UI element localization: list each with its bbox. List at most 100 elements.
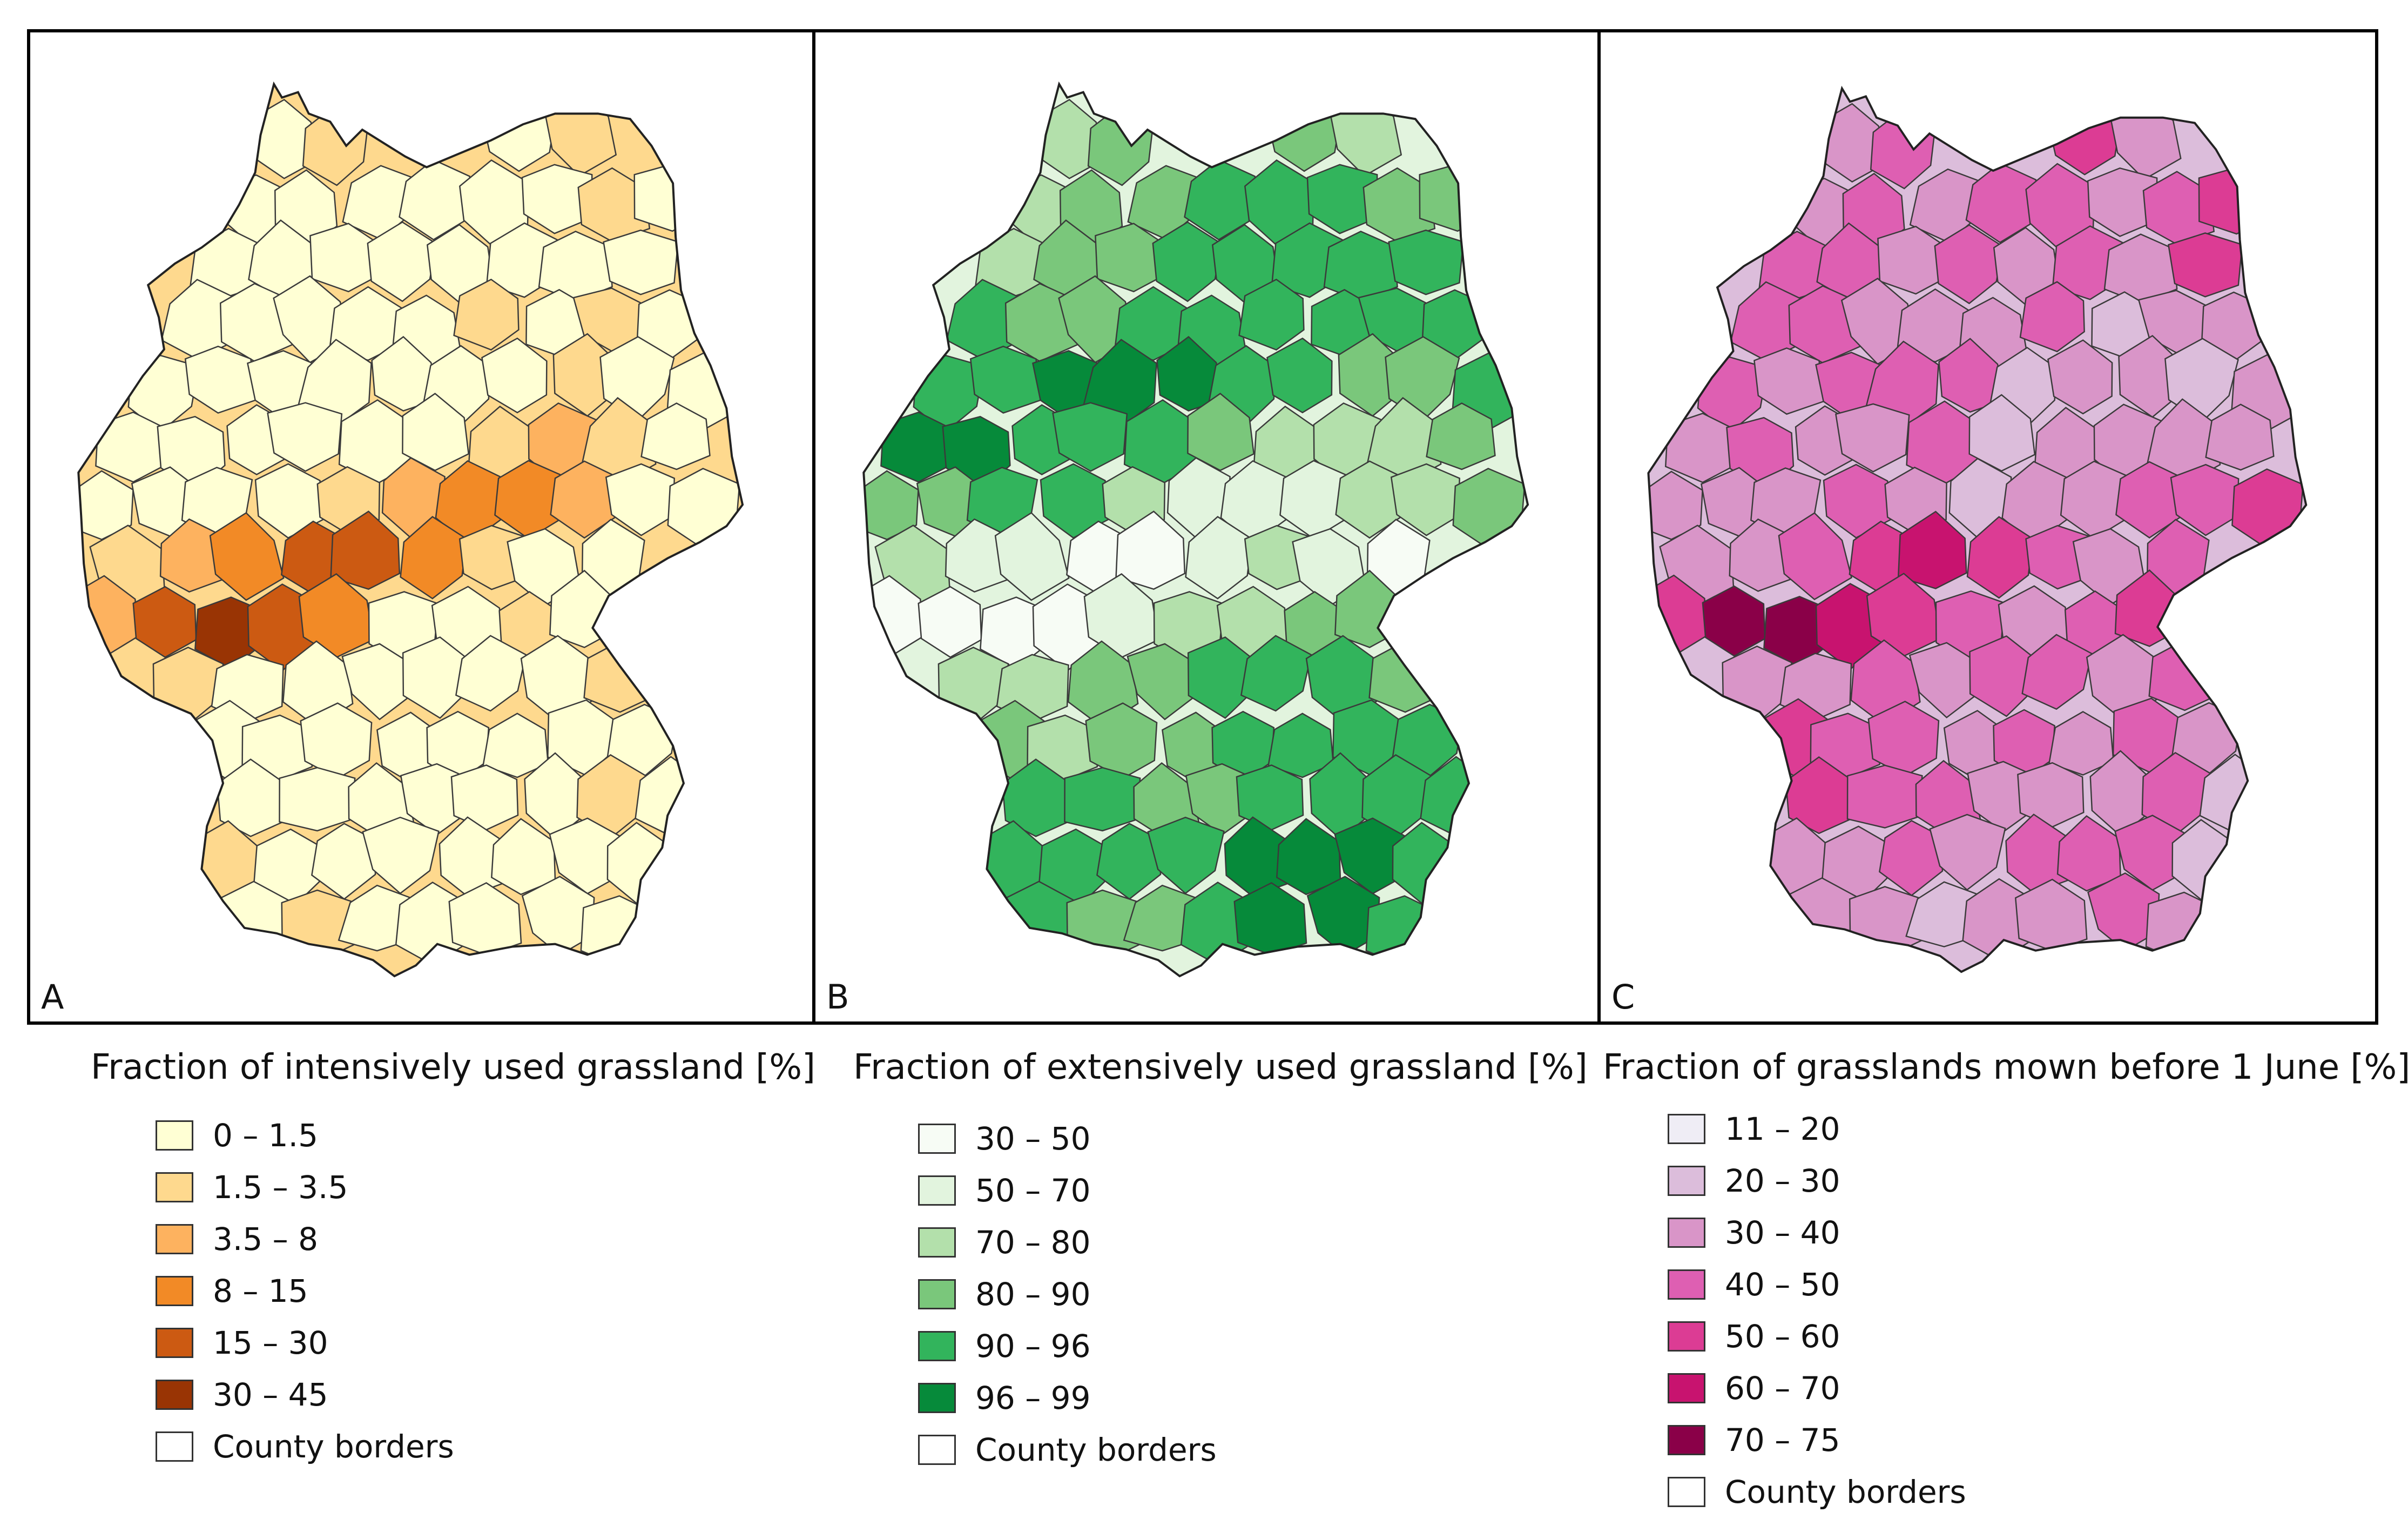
legend-item: 20 – 30 <box>1668 1155 2408 1207</box>
panel-label: B <box>826 977 849 1017</box>
legend-swatch <box>918 1331 956 1361</box>
panel-label: A <box>41 977 64 1017</box>
panel-label: C <box>1611 977 1635 1017</box>
legend-item: 30 – 45 <box>156 1369 815 1421</box>
legend-title: Fraction of grasslands mown before 1 Jun… <box>1603 1047 2408 1087</box>
legend-item: 40 – 50 <box>1668 1259 2408 1310</box>
legend-label: County borders <box>1725 1474 1966 1510</box>
legend-swatch <box>1668 1269 1705 1300</box>
county-region <box>1156 335 1225 412</box>
legend-swatch <box>918 1435 956 1465</box>
legend-item: 8 – 15 <box>156 1265 815 1317</box>
county-region <box>2205 404 2275 471</box>
legend-item-county-borders: County borders <box>918 1424 1588 1476</box>
legend-label: County borders <box>213 1428 454 1465</box>
county-region <box>2048 711 2114 776</box>
country-border <box>77 81 744 978</box>
legend-extensive: Fraction of extensively used grassland [… <box>853 1050 1588 1476</box>
legend-label: 0 – 1.5 <box>213 1117 319 1154</box>
legend-swatch <box>918 1383 956 1413</box>
legend-swatch <box>918 1175 956 1206</box>
legend-item-county-borders: County borders <box>156 1421 815 1473</box>
legend-intensive: Fraction of intensively used grassland [… <box>91 1050 815 1473</box>
county-region <box>969 345 1042 414</box>
legend-items: 0 – 1.5 1.5 – 3.5 3.5 – 8 8 – 15 15 – 30 30 –… <box>156 1110 815 1473</box>
legend-item: 30 – 50 <box>918 1113 1588 1165</box>
county-regions <box>864 89 1526 967</box>
legend-swatch <box>156 1276 193 1306</box>
legend-items: 11 – 20 20 – 30 30 – 40 40 – 50 50 – 60 60 – … <box>1668 1103 2408 1518</box>
legend-label: 80 – 90 <box>975 1276 1091 1313</box>
country-border <box>862 81 1529 978</box>
county-region <box>1064 767 1141 832</box>
county-region <box>254 463 325 539</box>
county-region <box>132 586 197 658</box>
legend-label: 15 – 30 <box>213 1325 328 1361</box>
county-region <box>1846 764 1923 829</box>
county-region <box>2198 166 2272 235</box>
county-region <box>1240 635 1312 712</box>
legend-label: 11 – 20 <box>1725 1111 1840 1147</box>
county-region <box>1419 163 1493 232</box>
legend-items: 30 – 50 50 – 70 70 – 80 80 – 90 90 – 96 96 – … <box>918 1113 1588 1476</box>
county-regions <box>78 89 740 967</box>
county-region <box>633 163 708 232</box>
legend-swatch <box>1668 1218 1705 1248</box>
county-region <box>1778 512 1852 601</box>
county-region <box>1753 347 1825 415</box>
legend-label: 70 – 80 <box>975 1224 1091 1261</box>
legend-label: 70 – 75 <box>1725 1422 1840 1458</box>
legend-swatch <box>1668 1477 1705 1507</box>
county-region <box>209 512 285 601</box>
county-region <box>399 159 471 241</box>
legend-label: 1.5 – 3.5 <box>213 1169 348 1206</box>
legend-item: 90 – 96 <box>918 1320 1588 1372</box>
county-region <box>1390 463 1460 536</box>
legend-label: 20 – 30 <box>1725 1162 1840 1199</box>
legend-item: 70 – 80 <box>918 1216 1588 1268</box>
germany-map-early-mowing <box>1647 85 2308 973</box>
county-region <box>330 510 401 590</box>
germany-map-intensive <box>77 81 744 978</box>
legend-item: 80 – 90 <box>918 1268 1588 1320</box>
legend-label: 8 – 15 <box>213 1273 308 1309</box>
legend-early-mowing: Fraction of grasslands mown before 1 Jun… <box>1603 1050 2408 1518</box>
county-region <box>1184 159 1256 241</box>
county-region <box>482 712 549 778</box>
county-region <box>1426 402 1496 470</box>
county-region <box>1267 712 1334 778</box>
county-region <box>1266 337 1333 414</box>
legend-swatch <box>156 1120 193 1151</box>
county-region <box>1835 403 1910 473</box>
county-region <box>2021 634 2093 710</box>
germany-map-extensive <box>862 81 1529 978</box>
legend-item: 96 – 99 <box>918 1372 1588 1424</box>
county-region <box>605 463 675 536</box>
county-region <box>1365 895 1440 967</box>
legend-swatch <box>1668 1114 1705 1144</box>
county-region <box>2145 891 2219 963</box>
legend-item: 15 – 30 <box>156 1317 815 1369</box>
county-region <box>1052 402 1128 472</box>
legend-item-county-borders: County borders <box>1668 1466 2408 1518</box>
legend-label: 50 – 60 <box>1725 1318 1840 1355</box>
legend-swatch <box>156 1224 193 1254</box>
legend-label: 30 – 50 <box>975 1120 1091 1157</box>
county-region <box>1965 162 2037 244</box>
county-region <box>1938 338 2006 413</box>
map-panel-b: B <box>812 29 1601 1025</box>
legend-swatch <box>1668 1373 1705 1403</box>
legend-title: Fraction of extensively used grassland [… <box>853 1047 1588 1087</box>
legend-swatch <box>1668 1166 1705 1196</box>
county-region <box>371 335 440 412</box>
county-region <box>640 402 711 470</box>
county-region <box>994 512 1070 601</box>
legend-label: 40 – 50 <box>1725 1266 1840 1303</box>
county-region <box>521 164 593 234</box>
legend-swatch <box>918 1227 956 1258</box>
legend-swatch <box>156 1431 193 1462</box>
county-region <box>1897 510 1967 589</box>
legend-label: 96 – 99 <box>975 1380 1091 1416</box>
legend-label: 30 – 40 <box>1725 1214 1840 1251</box>
legend-label: 50 – 70 <box>975 1172 1091 1209</box>
